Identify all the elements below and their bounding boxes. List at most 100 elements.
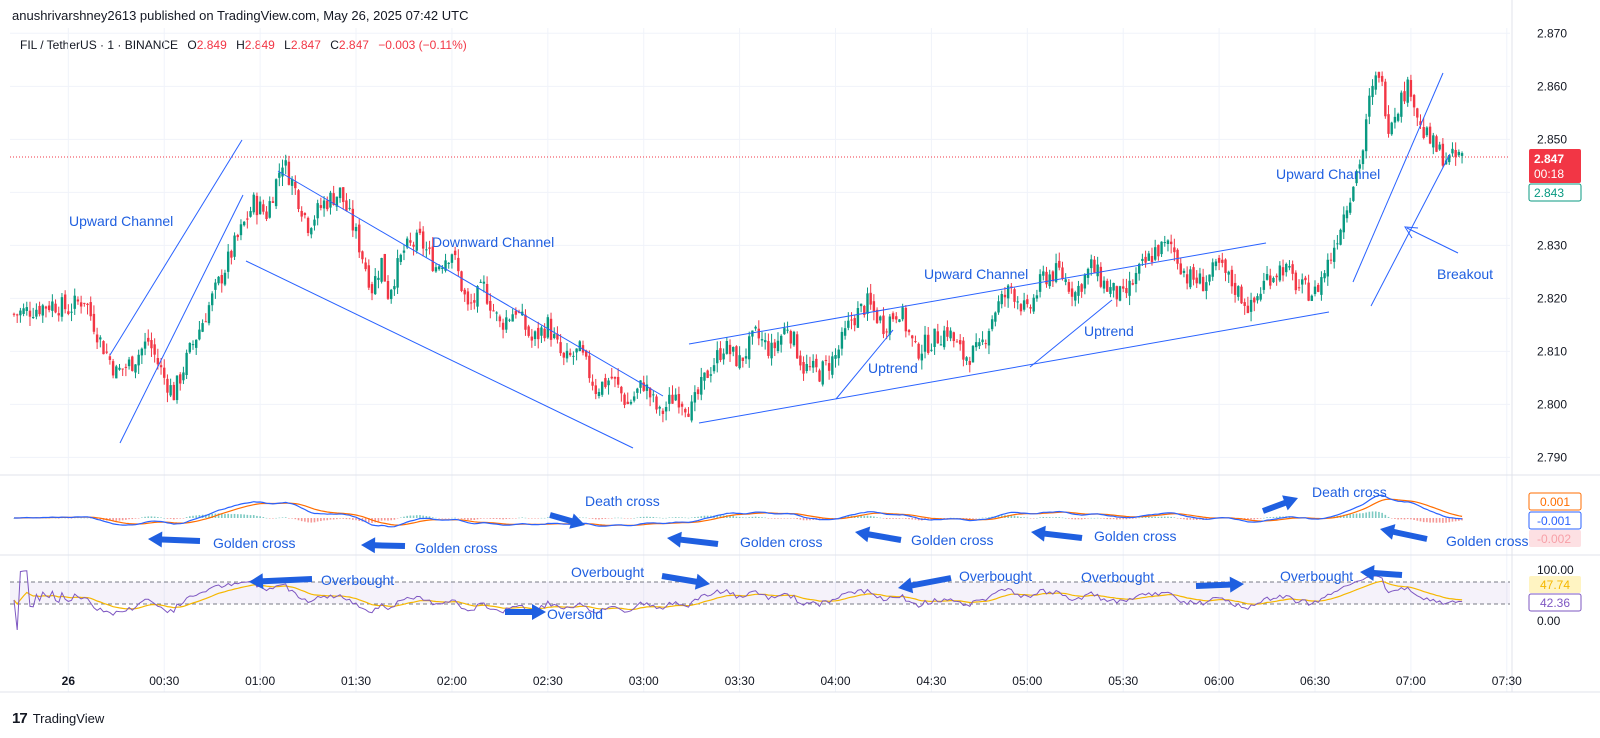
annot-golden-cross-3: Golden cross xyxy=(740,534,822,550)
macd-hist-bar xyxy=(352,518,354,520)
candle-body xyxy=(719,348,722,361)
macd-hist-bar xyxy=(345,518,348,520)
macd-hist-bar xyxy=(594,518,597,520)
macd-hist-bar xyxy=(470,518,472,521)
candle-body xyxy=(236,235,239,238)
candle-body xyxy=(533,331,537,340)
macd-hist-bar xyxy=(355,518,357,521)
macd-hist-bar xyxy=(246,514,249,518)
macd-hist-bar xyxy=(620,517,623,519)
candle-body xyxy=(1032,297,1035,312)
candle-body xyxy=(562,352,566,358)
upward-channel-1-lower[interactable] xyxy=(119,194,244,444)
macd-hist-bar xyxy=(288,518,290,519)
candle-body xyxy=(1035,295,1039,299)
candle-body xyxy=(1275,275,1278,278)
candle-body xyxy=(498,316,502,322)
macd-hist-bar xyxy=(240,514,242,518)
candle-body xyxy=(67,311,70,314)
macd-hist-bar xyxy=(153,516,156,518)
candle-body xyxy=(271,201,275,203)
macd-hist-bar xyxy=(1381,512,1383,518)
candle-body xyxy=(457,257,460,272)
macd-hist-bar xyxy=(1052,517,1054,518)
macd-hist-bar xyxy=(1045,517,1048,518)
candle-body xyxy=(38,305,41,315)
annotation-arrow-icon xyxy=(1262,495,1298,514)
candle-body xyxy=(1003,294,1007,298)
candle-body xyxy=(418,228,422,234)
candle-body xyxy=(1451,148,1454,154)
macd-hist-bar xyxy=(220,513,223,518)
open-value: 2.849 xyxy=(196,38,227,52)
upward-channel-2-upper[interactable] xyxy=(688,242,1267,345)
candle-body xyxy=(1422,127,1425,138)
candle-body xyxy=(514,310,518,315)
candle-body xyxy=(1240,286,1243,304)
candle-body xyxy=(226,251,230,272)
annotation-arrow-icon xyxy=(1195,576,1244,593)
macd-hist-bar xyxy=(681,517,683,518)
candle-body xyxy=(1153,247,1157,260)
annot-upward-channel-1: Upward Channel xyxy=(69,213,173,229)
candle-body xyxy=(1169,241,1173,245)
candle-body xyxy=(1144,256,1147,263)
macd-hist-bar xyxy=(208,514,210,518)
candle-body xyxy=(1384,81,1387,117)
macd-hist-bar xyxy=(1458,518,1460,521)
candle-body xyxy=(869,292,872,305)
candle-body xyxy=(1441,143,1445,166)
macd-hist-bar xyxy=(310,518,313,523)
upward-channel-3-upper[interactable] xyxy=(1352,72,1444,283)
macd-hist-bar xyxy=(1365,512,1367,518)
macd-hist-bar xyxy=(1448,518,1451,523)
candle-body xyxy=(792,331,796,346)
macd-hist-bar xyxy=(866,515,869,518)
time-tick-2: 01:00 xyxy=(245,674,275,688)
candle-body xyxy=(680,403,684,407)
symbol-name[interactable]: FIL / TetherUS · 1 · BINANCE xyxy=(20,38,179,52)
macd-hist-bar xyxy=(777,518,779,519)
candle-body xyxy=(779,335,783,345)
candle-body xyxy=(783,328,786,335)
candle-body xyxy=(1348,202,1352,213)
downward-channel-upper[interactable] xyxy=(277,170,664,397)
candle-body xyxy=(425,249,428,251)
candle-body xyxy=(31,317,35,319)
candle-body xyxy=(1150,255,1154,263)
candle-body xyxy=(1086,268,1090,278)
macd-hist-bar xyxy=(978,517,981,519)
macd-hist-bar xyxy=(249,515,252,518)
macd-hist-bar xyxy=(1023,517,1025,518)
macd-hist-bar xyxy=(492,518,495,519)
candle-body xyxy=(169,385,172,396)
candle-body xyxy=(1237,286,1240,297)
candle-body xyxy=(1380,75,1384,82)
macd-hist-bar xyxy=(1151,516,1153,518)
annotation-arrow-icon xyxy=(667,531,719,548)
candle-body xyxy=(1406,79,1409,103)
macd-hist-bar xyxy=(754,516,757,518)
macd-hist-bar xyxy=(1080,518,1083,520)
candle-body xyxy=(495,312,498,314)
candle-body xyxy=(1090,259,1093,269)
macd-hist-bar xyxy=(384,518,386,521)
candle-body xyxy=(885,331,888,333)
candle-body xyxy=(1128,280,1131,296)
candle-body xyxy=(700,376,703,395)
upward-channel-1-upper[interactable] xyxy=(109,139,243,356)
upward-channel-2-lower[interactable] xyxy=(698,311,1330,424)
macd-hist-bar xyxy=(515,518,517,519)
uptrend-line-1[interactable] xyxy=(835,329,894,400)
candle-body xyxy=(220,275,223,284)
downward-channel-lower[interactable] xyxy=(245,260,634,449)
candle-body xyxy=(1102,280,1106,289)
candle-body xyxy=(268,201,271,218)
tradingview-footer[interactable]: 17 TradingView xyxy=(12,710,104,727)
candle-body xyxy=(1217,257,1221,263)
uptrend-line-2[interactable] xyxy=(1029,299,1113,368)
price-axis: 2.8702.8602.8502.8402.8302.8202.8102.800… xyxy=(1537,26,1567,464)
candle-body xyxy=(166,378,169,393)
macd-hist-bar xyxy=(121,518,124,521)
